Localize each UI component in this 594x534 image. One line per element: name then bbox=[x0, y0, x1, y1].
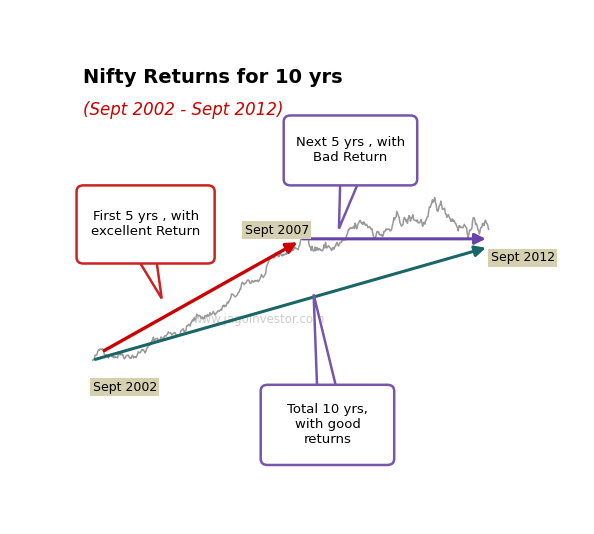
Text: Sept 2012: Sept 2012 bbox=[491, 251, 555, 264]
Text: Sept 2007: Sept 2007 bbox=[245, 224, 309, 237]
PathPatch shape bbox=[314, 294, 337, 393]
PathPatch shape bbox=[339, 177, 361, 229]
Text: Nifty Returns for 10 yrs: Nifty Returns for 10 yrs bbox=[83, 68, 343, 87]
Text: Total 10 yrs,
with good
returns: Total 10 yrs, with good returns bbox=[287, 403, 368, 446]
Text: (Sept 2002 - Sept 2012): (Sept 2002 - Sept 2012) bbox=[83, 101, 284, 119]
PathPatch shape bbox=[135, 255, 162, 299]
Text: Sept 2002: Sept 2002 bbox=[93, 381, 157, 394]
FancyBboxPatch shape bbox=[261, 385, 394, 465]
Text: First 5 yrs , with
excellent Return: First 5 yrs , with excellent Return bbox=[91, 210, 200, 239]
Text: www.jagoinvestor.com: www.jagoinvestor.com bbox=[192, 312, 325, 326]
Text: Next 5 yrs , with
Bad Return: Next 5 yrs , with Bad Return bbox=[296, 136, 405, 164]
FancyBboxPatch shape bbox=[77, 185, 214, 263]
FancyBboxPatch shape bbox=[284, 115, 417, 185]
